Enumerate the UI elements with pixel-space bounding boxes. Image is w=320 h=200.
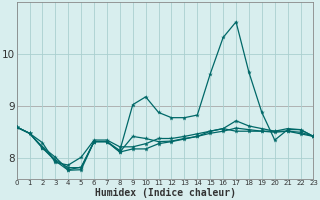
X-axis label: Humidex (Indice chaleur): Humidex (Indice chaleur) — [94, 188, 236, 198]
